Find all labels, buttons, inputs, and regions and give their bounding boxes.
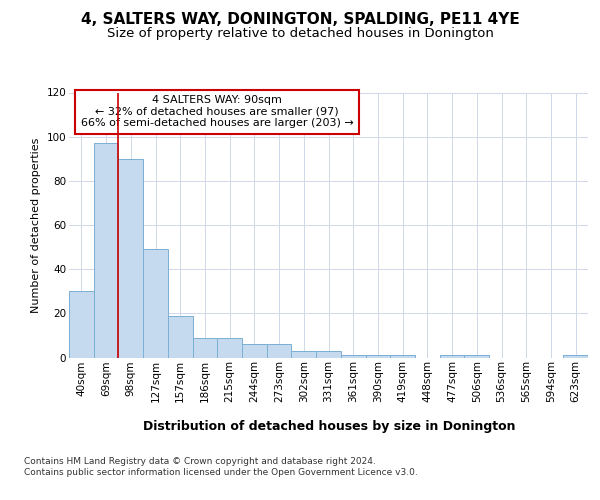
Text: 4, SALTERS WAY, DONINGTON, SPALDING, PE11 4YE: 4, SALTERS WAY, DONINGTON, SPALDING, PE1… [80, 12, 520, 28]
Bar [94, 144, 118, 358]
Bar [440, 356, 464, 358]
Bar [143, 250, 168, 358]
Bar [563, 356, 588, 358]
Text: 4 SALTERS WAY: 90sqm
← 32% of detached houses are smaller (97)
66% of semi-detac: 4 SALTERS WAY: 90sqm ← 32% of detached h… [80, 95, 353, 128]
Bar [464, 356, 489, 358]
Bar [341, 356, 365, 358]
Bar [365, 356, 390, 358]
Bar [193, 338, 217, 357]
Text: Contains HM Land Registry data © Crown copyright and database right 2024.
Contai: Contains HM Land Registry data © Crown c… [24, 458, 418, 477]
Bar [242, 344, 267, 358]
Bar [390, 356, 415, 358]
Bar [69, 291, 94, 358]
Text: Distribution of detached houses by size in Donington: Distribution of detached houses by size … [143, 420, 515, 433]
Y-axis label: Number of detached properties: Number of detached properties [31, 138, 41, 312]
Bar [217, 338, 242, 357]
Bar [267, 344, 292, 358]
Bar [118, 159, 143, 358]
Text: Size of property relative to detached houses in Donington: Size of property relative to detached ho… [107, 28, 493, 40]
Bar [168, 316, 193, 358]
Bar [316, 351, 341, 358]
Bar [292, 351, 316, 358]
